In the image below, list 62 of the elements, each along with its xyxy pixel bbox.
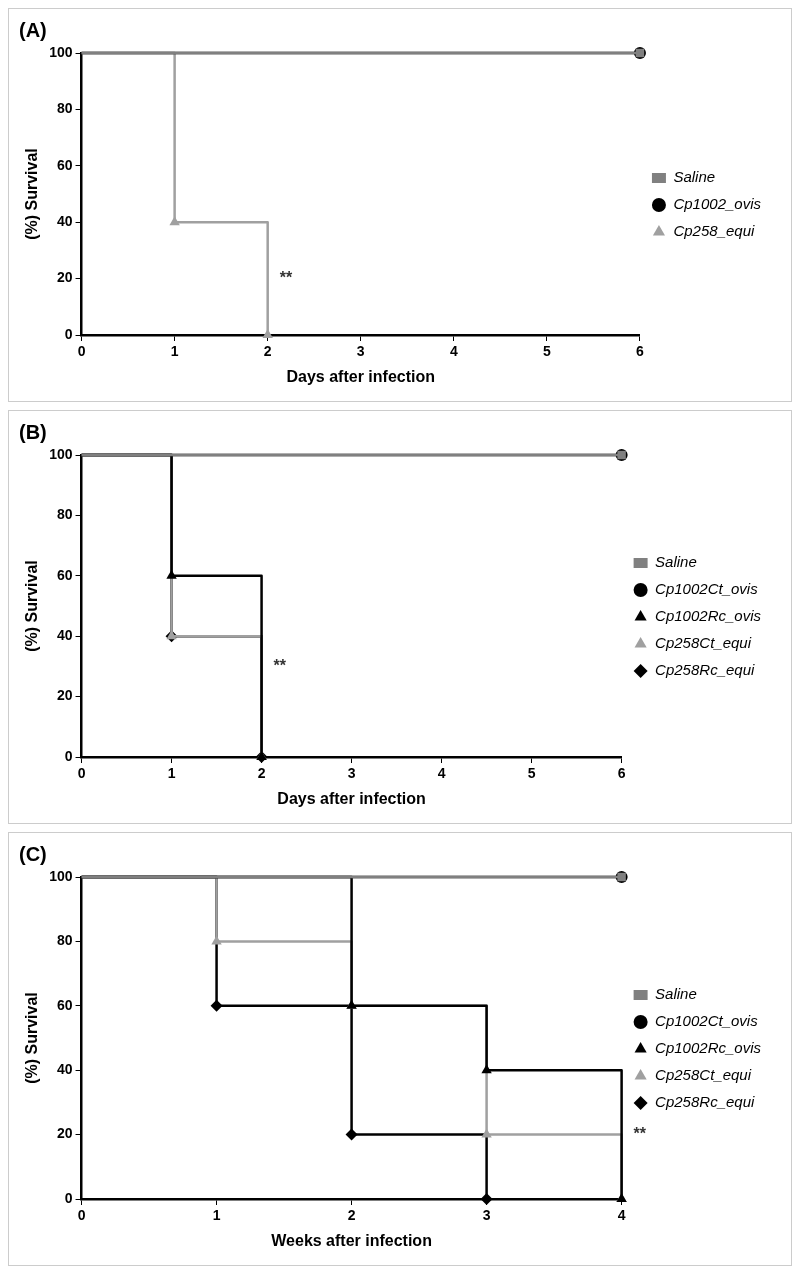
y-tick-label: 40 [56,1061,73,1078]
y-tick-label: 80 [56,506,73,523]
chart-title: (C) [19,842,47,865]
y-tick-label: 100 [49,43,73,60]
legend-label: Cp1002Ct_ovis [655,580,759,598]
x-tick-label: 3 [356,343,365,360]
y-tick-label: 40 [56,213,73,230]
x-tick-label: 4 [437,765,446,782]
x-tick-label: 0 [77,1207,86,1224]
y-tick-label: 80 [56,100,73,117]
x-tick-label: 5 [542,343,551,360]
x-tick-label: 5 [527,765,536,782]
x-tick-label: 6 [636,343,645,360]
text: ** [633,1125,647,1143]
x-tick-label: 2 [257,765,266,782]
y-tick-label: 0 [64,1189,73,1206]
y-tick-label: 20 [56,269,73,286]
y-tick-label: 100 [49,445,73,462]
chart-title: (A) [19,18,47,41]
y-axis-title: (%) Survival [23,992,41,1084]
legend-label: Saline [655,985,697,1003]
x-tick-label: 1 [212,1207,221,1224]
legend-label: Cp258_equi [673,222,756,240]
legend-label: Cp1002_ovis [673,195,762,213]
annotation: ** [279,269,293,287]
x-tick-label: 2 [263,343,272,360]
y-tick-label: 100 [49,867,73,884]
x-tick-label: 0 [77,765,86,782]
legend-label: Cp1002Rc_ovis [655,1039,762,1057]
legend-label: Cp1002Rc_ovis [655,607,762,625]
x-tick-label: 4 [617,1207,626,1224]
x-tick-label: 3 [347,765,356,782]
y-axis-title: (%) Survival [23,148,41,240]
x-tick-label: 1 [167,765,176,782]
annotation: ** [273,656,287,674]
legend-label: Saline [673,168,716,186]
y-tick-label: 20 [56,687,73,704]
x-tick-label: 6 [617,765,626,782]
x-tick-label: 0 [77,343,86,360]
y-tick-label: 60 [56,156,73,173]
legend-label: Saline [655,553,697,571]
y-tick-label: 0 [64,325,73,342]
legend-label: Cp258Rc_equi [655,661,756,679]
legend-label: Cp258Ct_equi [655,1066,752,1084]
x-axis-title: Weeks after infection [271,1231,432,1249]
x-tick-label: 1 [170,343,179,360]
y-tick-label: 60 [56,996,73,1013]
x-tick-label: 3 [482,1207,491,1224]
y-tick-label: 80 [56,932,73,949]
y-tick-label: 20 [56,1125,73,1142]
x-axis-title: Days after infection [286,367,435,385]
x-tick-label: 2 [347,1207,356,1224]
y-axis-title: (%) Survival [23,560,41,652]
y-tick-label: 60 [56,566,73,583]
legend-label: Cp258Ct_equi [655,634,752,652]
legend-label: Cp1002Ct_ovis [655,1012,759,1030]
chart-title: (B) [19,420,47,443]
x-axis-title: Days after infection [277,789,426,807]
y-tick-label: 40 [56,627,73,644]
y-tick-label: 0 [64,747,73,764]
legend-label: Cp258Rc_equi [655,1093,756,1111]
x-tick-label: 4 [449,343,458,360]
